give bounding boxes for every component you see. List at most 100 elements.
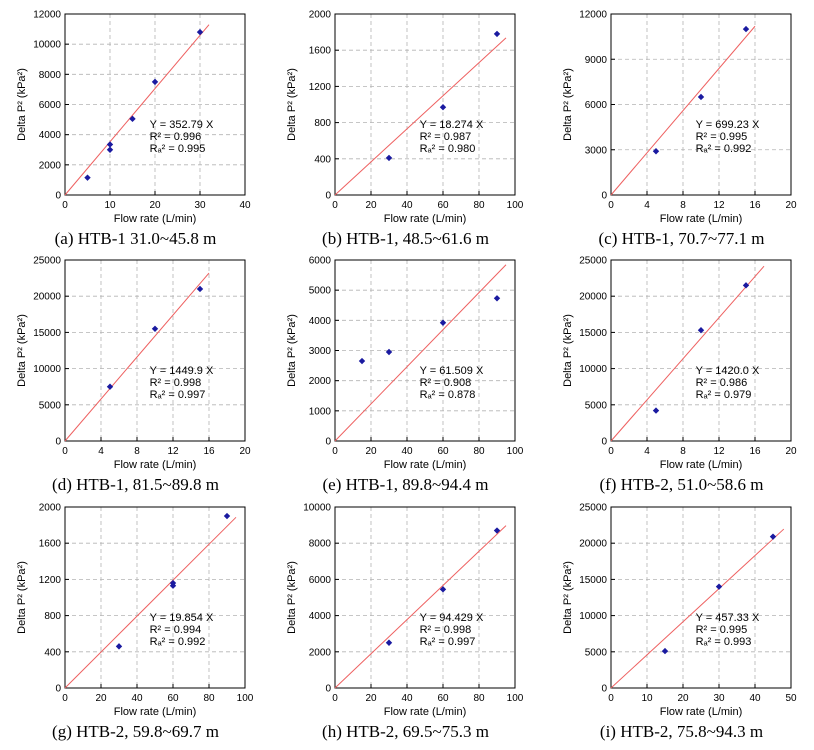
y-tick-label: 1600	[309, 46, 332, 57]
y-tick-label: 4000	[309, 316, 332, 327]
x-tick-label: 0	[332, 200, 338, 211]
y-tick-label: 10000	[33, 40, 61, 51]
y-tick-label: 10000	[579, 611, 607, 622]
fit-line	[64, 516, 237, 689]
y-tick-label: 10000	[579, 364, 607, 375]
y-tick-label: 800	[44, 611, 61, 622]
plot-frame	[64, 13, 246, 196]
regression-annotation: Rₐ² = 0.992	[150, 636, 206, 648]
y-tick-label: 20000	[579, 292, 607, 303]
x-tick-label: 16	[749, 446, 761, 457]
x-tick-label: 0	[62, 446, 68, 457]
plot-frame	[64, 259, 246, 442]
regression-annotation: R² = 0.996	[150, 131, 202, 143]
panel-caption: (e) HTB-1, 89.8~94.4 m	[322, 475, 489, 494]
y-tick-label: 2000	[39, 160, 62, 171]
plot-frame	[64, 506, 246, 689]
y-tick-label: 25000	[33, 256, 61, 267]
x-axis-label: Flow rate (L/min)	[114, 706, 197, 718]
data-point	[129, 115, 136, 123]
data-point	[742, 282, 750, 289]
x-tick-label: 0	[608, 693, 614, 704]
data-point	[493, 30, 501, 38]
x-tick-label: 50	[785, 693, 797, 704]
fit-line	[334, 37, 507, 196]
regression-annotation: R² = 0.986	[696, 377, 748, 389]
y-tick-label: 8000	[39, 70, 62, 81]
panel-caption: (b) HTB-1, 48.5~61.6 m	[322, 229, 489, 248]
y-tick-label: 3000	[585, 145, 608, 156]
y-axis-label: Delta P² (kPa²)	[562, 561, 574, 634]
fit-line	[334, 525, 507, 689]
x-axis-label: Flow rate (L/min)	[384, 459, 467, 471]
data-point	[715, 583, 723, 590]
x-tick-label: 8	[680, 446, 686, 457]
y-tick-label: 15000	[579, 575, 607, 586]
y-axis-label: Delta P² (kPa²)	[286, 314, 298, 387]
x-tick-label: 40	[401, 693, 413, 704]
y-tick-label: 1000	[309, 406, 332, 417]
chart-panel-0: 0 10 20 30 40 0 2000 4000 6000 8000 10000 12000 Flow…	[16, 10, 251, 226]
y-axis-label: Delta P² (kPa²)	[16, 314, 28, 387]
regression-annotation: Y = 61.509 X	[420, 365, 484, 377]
panel-caption: (g) HTB-2, 59.8~69.7 m	[52, 722, 219, 741]
data-point	[439, 319, 447, 326]
x-tick-label: 8	[680, 200, 686, 211]
x-tick-label: 12	[167, 446, 179, 457]
y-tick-label: 9000	[585, 55, 608, 66]
x-tick-label: 0	[608, 446, 614, 457]
x-tick-label: 0	[332, 446, 338, 457]
regression-annotation: Rₐ² = 0.980	[420, 143, 476, 155]
data-point	[84, 174, 91, 181]
regression-annotation: R² = 0.998	[420, 624, 472, 636]
x-tick-label: 20	[365, 200, 377, 211]
x-axis-label: Flow rate (L/min)	[384, 706, 467, 718]
y-tick-label: 25000	[579, 256, 607, 267]
plot-frame	[610, 13, 792, 196]
x-tick-label: 30	[713, 693, 725, 704]
y-axis-label: Delta P² (kPa²)	[16, 561, 28, 634]
y-tick-label: 5000	[39, 400, 62, 411]
panel-caption: (f) HTB-2, 51.0~58.6 m	[599, 475, 764, 494]
fit-line	[334, 264, 507, 442]
plot-frame	[610, 259, 792, 442]
regression-annotation: Rₐ² = 0.995	[150, 143, 206, 155]
y-tick-label: 10000	[303, 503, 331, 514]
x-axis-label: Flow rate (L/min)	[114, 213, 197, 225]
regression-annotation: Rₐ² = 0.997	[150, 389, 206, 401]
panel-caption: (c) HTB-1, 70.7~77.1 m	[598, 229, 765, 248]
y-tick-label: 400	[44, 647, 61, 658]
x-tick-label: 20	[365, 693, 377, 704]
data-point	[385, 348, 393, 356]
regression-annotation: Y = 19.854 X	[150, 612, 214, 624]
regression-annotation: Y = 1420.0 X	[696, 365, 760, 377]
regression-annotation: Rₐ² = 0.979	[696, 389, 752, 401]
x-axis-label: Flow rate (L/min)	[384, 213, 467, 225]
y-axis-label: Delta P² (kPa²)	[562, 314, 574, 387]
y-tick-label: 20000	[33, 292, 61, 303]
x-tick-label: 60	[437, 200, 449, 211]
x-tick-label: 20	[239, 446, 251, 457]
fit-line	[64, 272, 210, 442]
x-tick-label: 0	[332, 693, 338, 704]
x-tick-label: 60	[437, 446, 449, 457]
y-tick-label: 0	[601, 684, 607, 695]
plot-frame	[334, 506, 516, 689]
regression-annotation: Y = 1449.9 X	[150, 365, 214, 377]
gridlines	[335, 260, 515, 441]
y-tick-label: 5000	[309, 286, 332, 297]
data-point	[106, 141, 114, 148]
data-point	[151, 325, 159, 332]
x-tick-label: 10	[104, 200, 116, 211]
x-tick-label: 12	[713, 200, 725, 211]
chart-panel-4: 0 20 40 60 80 1000100020003000400050006000Flo…	[286, 256, 524, 472]
y-tick-label: 0	[55, 437, 61, 448]
x-tick-label: 40	[749, 693, 761, 704]
gridlines	[65, 14, 245, 195]
regression-annotation: Rₐ² = 0.997	[420, 636, 476, 648]
y-tick-label: 12000	[579, 10, 607, 21]
y-tick-label: 6000	[309, 575, 332, 586]
data-point	[769, 533, 777, 540]
x-tick-label: 80	[473, 693, 485, 704]
